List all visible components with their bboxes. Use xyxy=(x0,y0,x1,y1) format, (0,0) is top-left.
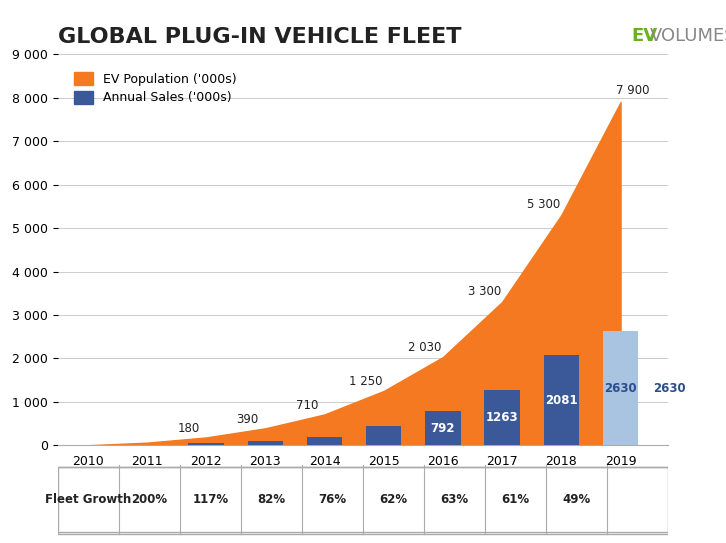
Bar xyxy=(366,426,401,445)
Text: 62%: 62% xyxy=(380,493,407,506)
Text: 180: 180 xyxy=(177,422,200,435)
Legend: EV Population ('000s), Annual Sales ('000s): EV Population ('000s), Annual Sales ('00… xyxy=(70,68,240,108)
Text: 390: 390 xyxy=(237,413,258,426)
Text: 2630: 2630 xyxy=(604,382,637,395)
Text: 82%: 82% xyxy=(258,493,285,506)
Text: 200%: 200% xyxy=(131,493,168,506)
Bar xyxy=(248,441,283,445)
Text: VOLUMES: VOLUMES xyxy=(650,27,726,45)
Text: 49%: 49% xyxy=(563,493,590,506)
Text: 2630: 2630 xyxy=(653,382,686,395)
Text: 710: 710 xyxy=(295,399,318,412)
Bar xyxy=(425,411,461,445)
Text: 5 300: 5 300 xyxy=(527,198,560,211)
Bar xyxy=(603,331,638,445)
Text: 2 030: 2 030 xyxy=(409,342,442,355)
Text: 1 250: 1 250 xyxy=(349,375,383,388)
Text: 61%: 61% xyxy=(502,493,529,506)
Text: 2081: 2081 xyxy=(545,394,578,407)
Text: GLOBAL PLUG-IN VEHICLE FLEET: GLOBAL PLUG-IN VEHICLE FLEET xyxy=(58,27,462,47)
Bar xyxy=(484,390,520,445)
Text: 63%: 63% xyxy=(441,493,468,506)
Text: 7 900: 7 900 xyxy=(616,84,649,97)
Text: 1263: 1263 xyxy=(486,412,518,424)
Text: 3 300: 3 300 xyxy=(468,286,501,299)
Text: 117%: 117% xyxy=(192,493,229,506)
Text: 792: 792 xyxy=(431,421,455,434)
FancyBboxPatch shape xyxy=(58,467,668,534)
Text: 76%: 76% xyxy=(319,493,346,506)
Bar xyxy=(544,355,579,445)
Bar xyxy=(307,437,342,445)
Bar xyxy=(188,443,224,445)
Text: EV: EV xyxy=(632,27,658,45)
Text: Fleet Growth: Fleet Growth xyxy=(46,493,131,506)
